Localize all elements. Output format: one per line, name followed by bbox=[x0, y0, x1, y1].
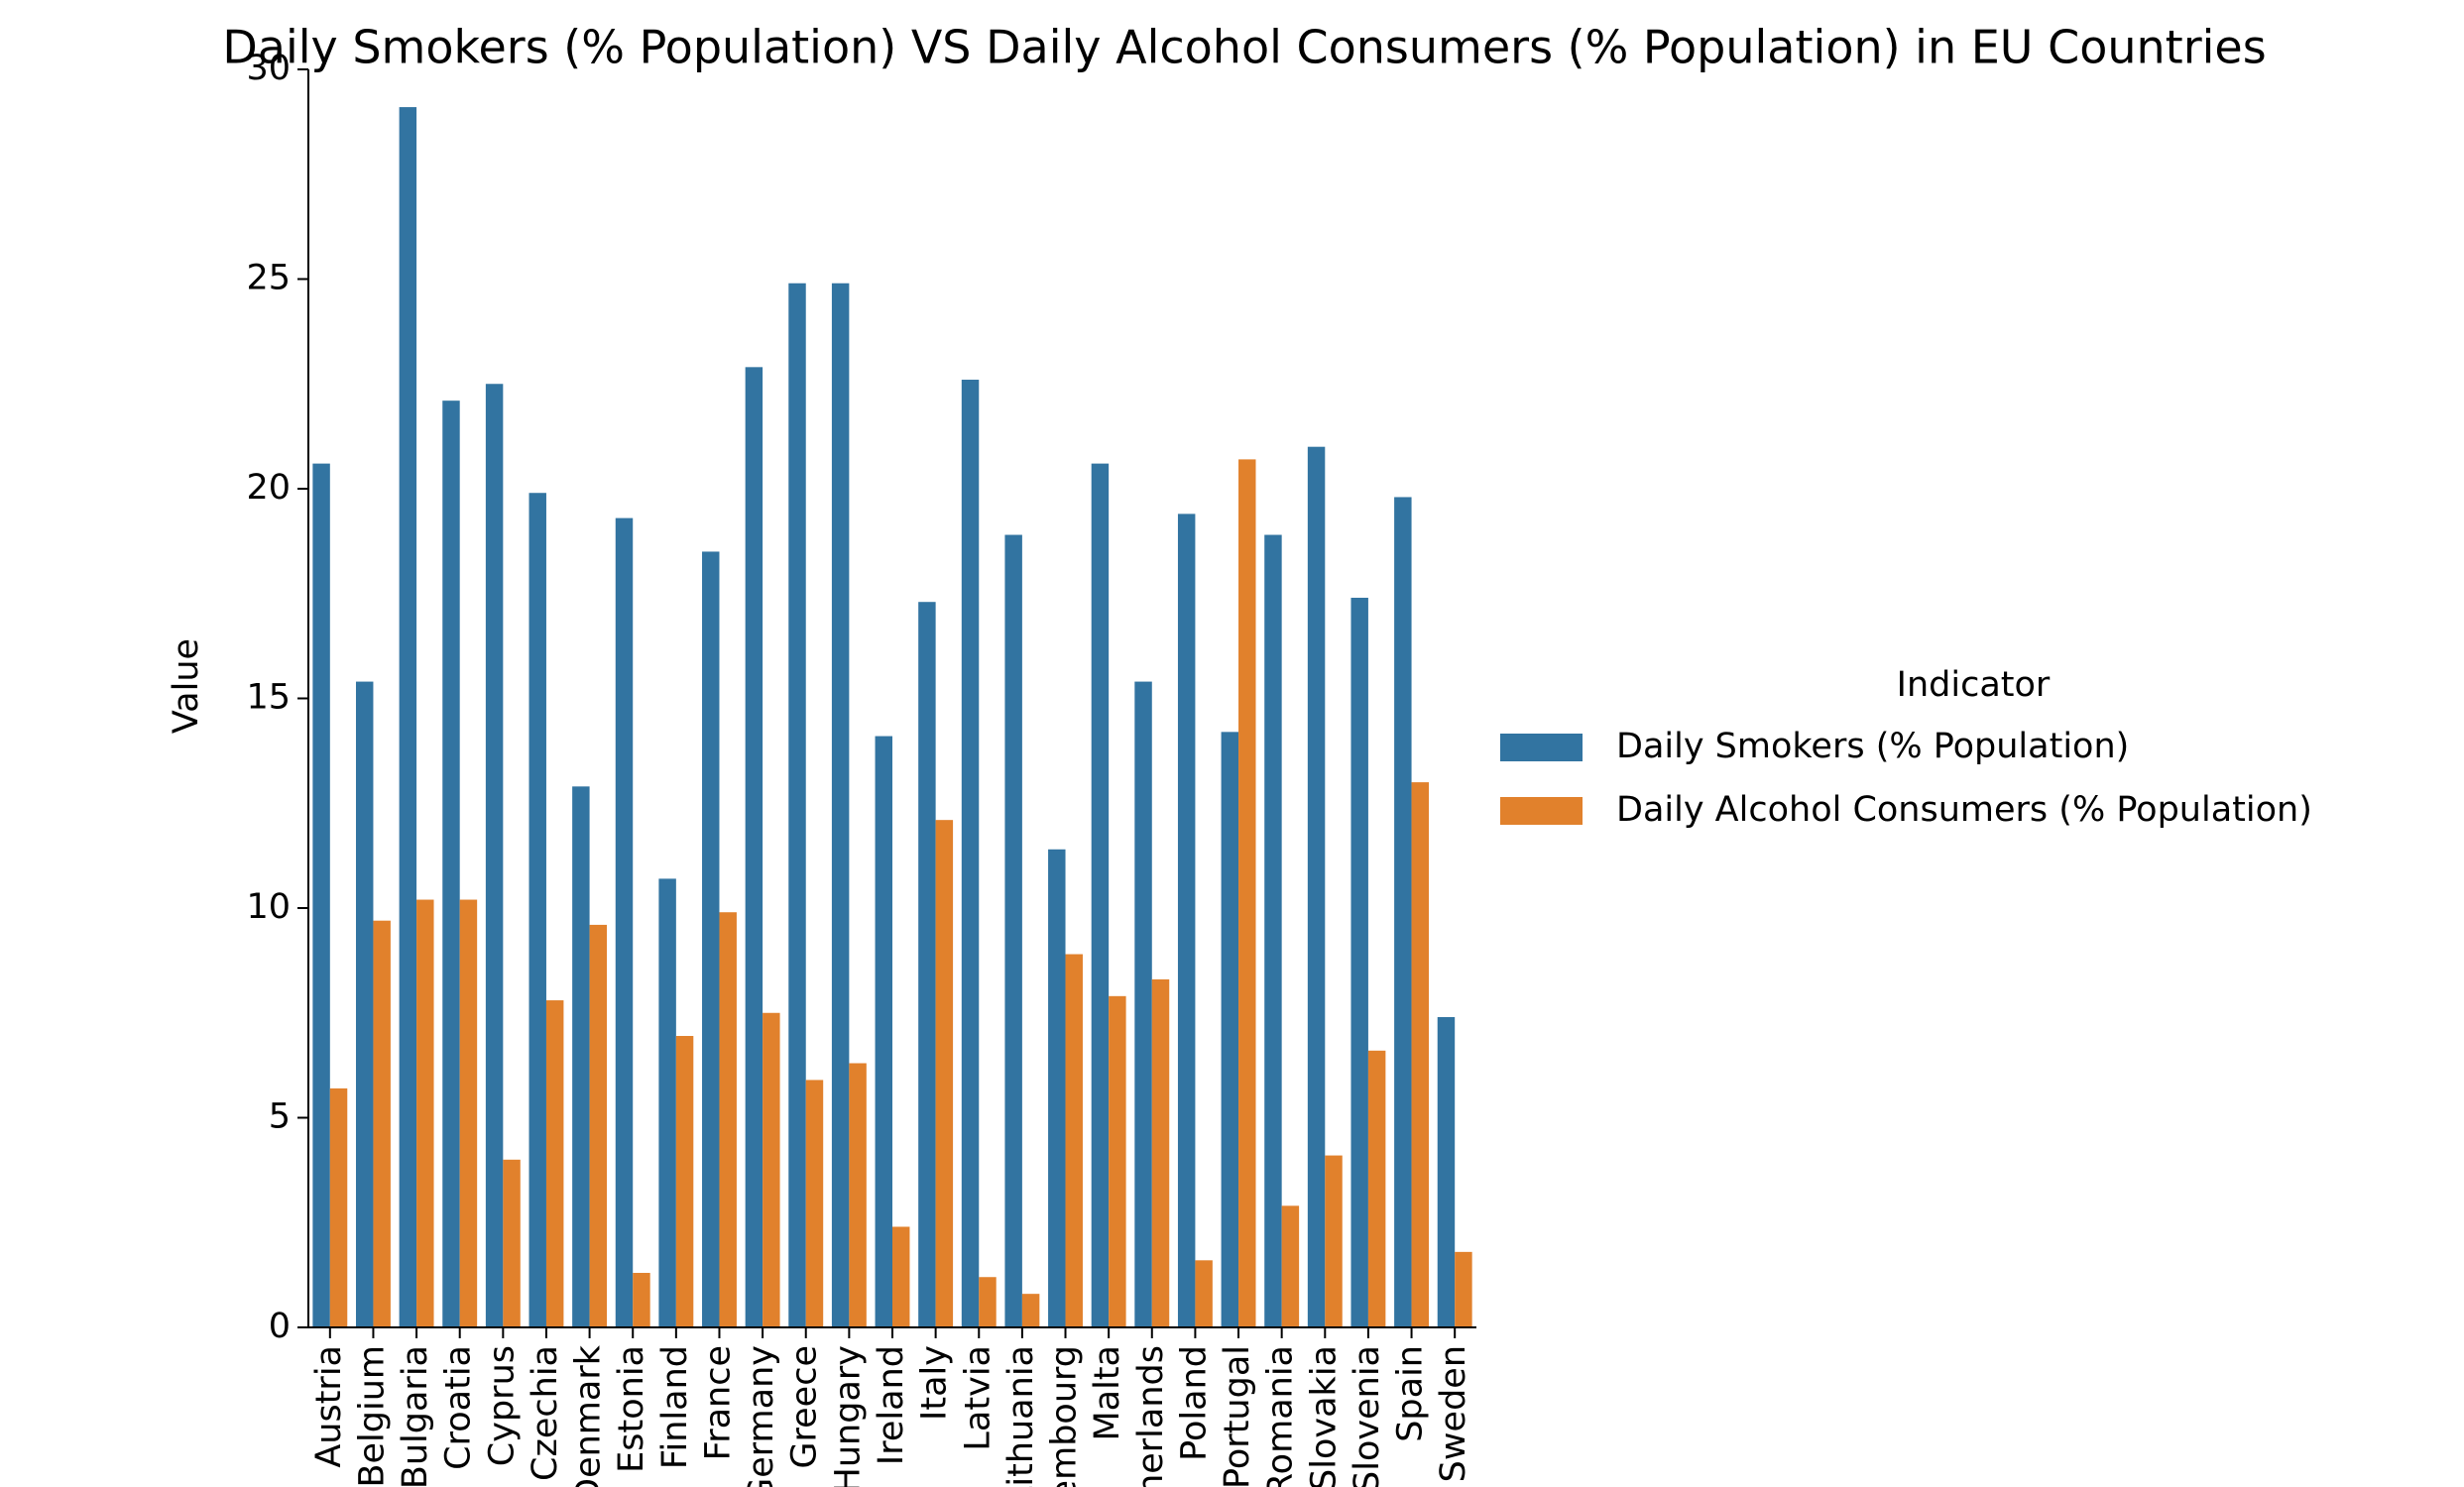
x-tick-label: Netherlands bbox=[1131, 1345, 1171, 1487]
bar bbox=[849, 1063, 867, 1327]
x-tick-label: Portugal bbox=[1218, 1345, 1257, 1487]
bar bbox=[831, 283, 850, 1328]
bar bbox=[1151, 978, 1170, 1327]
bar bbox=[1367, 1050, 1386, 1327]
bar bbox=[1307, 446, 1326, 1327]
bar bbox=[442, 400, 460, 1327]
x-tick-label: Romania bbox=[1261, 1345, 1301, 1487]
x-tick-label: Greece bbox=[785, 1345, 825, 1469]
y-tick-label: 10 bbox=[246, 887, 291, 927]
bar bbox=[503, 1159, 521, 1327]
bar bbox=[745, 367, 763, 1328]
x-tick-label: Croatia bbox=[439, 1345, 479, 1470]
bar bbox=[675, 1036, 694, 1327]
bar bbox=[719, 912, 737, 1327]
bar bbox=[355, 681, 374, 1327]
legend-swatch bbox=[1500, 734, 1583, 761]
bar bbox=[979, 1277, 997, 1327]
bar bbox=[763, 1012, 780, 1327]
bar bbox=[1065, 954, 1083, 1327]
bar bbox=[1221, 732, 1239, 1327]
bar bbox=[935, 820, 954, 1327]
legend-title: Indicator bbox=[1897, 665, 2051, 705]
bar bbox=[528, 493, 546, 1328]
bar bbox=[399, 107, 417, 1328]
x-tick-label: Finland bbox=[655, 1345, 695, 1469]
x-tick-label: Malta bbox=[1088, 1345, 1127, 1441]
bar bbox=[572, 786, 590, 1327]
bar bbox=[633, 1273, 650, 1327]
bar bbox=[1394, 497, 1412, 1328]
bar bbox=[1134, 681, 1152, 1327]
bar bbox=[1455, 1251, 1472, 1327]
bar bbox=[459, 899, 478, 1327]
y-tick-label: 30 bbox=[246, 49, 291, 88]
bar bbox=[1281, 1205, 1300, 1327]
y-tick-label: 0 bbox=[269, 1307, 291, 1346]
x-tick-label: Sweden bbox=[1434, 1345, 1473, 1482]
x-tick-label: Belgium bbox=[352, 1345, 392, 1487]
bar bbox=[1021, 1294, 1040, 1327]
x-tick-label: Cyprus bbox=[482, 1345, 522, 1466]
bar bbox=[329, 1087, 348, 1327]
x-tick-label: Germany bbox=[742, 1345, 781, 1487]
bar bbox=[1177, 514, 1196, 1327]
x-tick-label: Lithuania bbox=[1001, 1345, 1041, 1487]
bar bbox=[788, 283, 806, 1328]
bar bbox=[875, 736, 892, 1327]
x-tick-label: Italy bbox=[915, 1345, 955, 1421]
y-tick-label: 20 bbox=[246, 468, 291, 508]
legend-label: Daily Alcohol Consumers (% Population) bbox=[1616, 790, 2312, 830]
x-tick-label: Denmark bbox=[569, 1344, 609, 1487]
legend-label: Daily Smokers (% Population) bbox=[1616, 727, 2129, 766]
y-tick-label: 5 bbox=[269, 1097, 291, 1137]
bar bbox=[702, 551, 720, 1327]
x-tick-label: Austria bbox=[309, 1345, 349, 1468]
bar bbox=[918, 602, 936, 1327]
y-axis-label: Value bbox=[167, 638, 206, 734]
chart-title: Daily Smokers (% Population) VS Daily Al… bbox=[222, 21, 2266, 74]
bar bbox=[1411, 782, 1430, 1327]
x-tick-label: Bulgaria bbox=[396, 1345, 435, 1487]
bar bbox=[658, 878, 676, 1327]
bar bbox=[1004, 534, 1022, 1327]
bar bbox=[1195, 1260, 1213, 1327]
bar bbox=[312, 463, 330, 1327]
x-tick-label: Slovakia bbox=[1304, 1345, 1344, 1487]
bar bbox=[1437, 1016, 1456, 1327]
x-tick-label: Hungary bbox=[828, 1345, 868, 1487]
bar bbox=[1238, 459, 1256, 1327]
bar bbox=[1264, 534, 1282, 1327]
bar bbox=[615, 517, 634, 1327]
y-tick-label: 15 bbox=[246, 678, 291, 718]
legend-swatch bbox=[1500, 797, 1583, 825]
bar bbox=[589, 924, 608, 1327]
x-tick-label: Estonia bbox=[612, 1345, 651, 1473]
x-tick-label: Poland bbox=[1174, 1345, 1214, 1461]
x-tick-label: Spain bbox=[1391, 1345, 1431, 1442]
x-tick-label: France bbox=[698, 1345, 738, 1460]
bar bbox=[373, 920, 391, 1327]
bar bbox=[892, 1226, 910, 1327]
bar bbox=[805, 1080, 824, 1327]
bar bbox=[1350, 597, 1368, 1327]
bar bbox=[1109, 995, 1126, 1327]
x-tick-label: Ireland bbox=[872, 1345, 911, 1465]
bar bbox=[1325, 1155, 1343, 1327]
bar bbox=[961, 380, 980, 1327]
x-tick-label: Luxembourg bbox=[1045, 1345, 1085, 1487]
bar bbox=[416, 899, 434, 1327]
y-tick-label: 25 bbox=[246, 259, 291, 298]
bar bbox=[1091, 463, 1110, 1327]
x-tick-label: Latvia bbox=[958, 1345, 997, 1451]
x-tick-label: Czechia bbox=[526, 1345, 565, 1481]
x-tick-label: Slovenia bbox=[1348, 1345, 1387, 1487]
bar bbox=[545, 1000, 564, 1327]
bar bbox=[1048, 849, 1066, 1327]
bar bbox=[485, 384, 504, 1327]
